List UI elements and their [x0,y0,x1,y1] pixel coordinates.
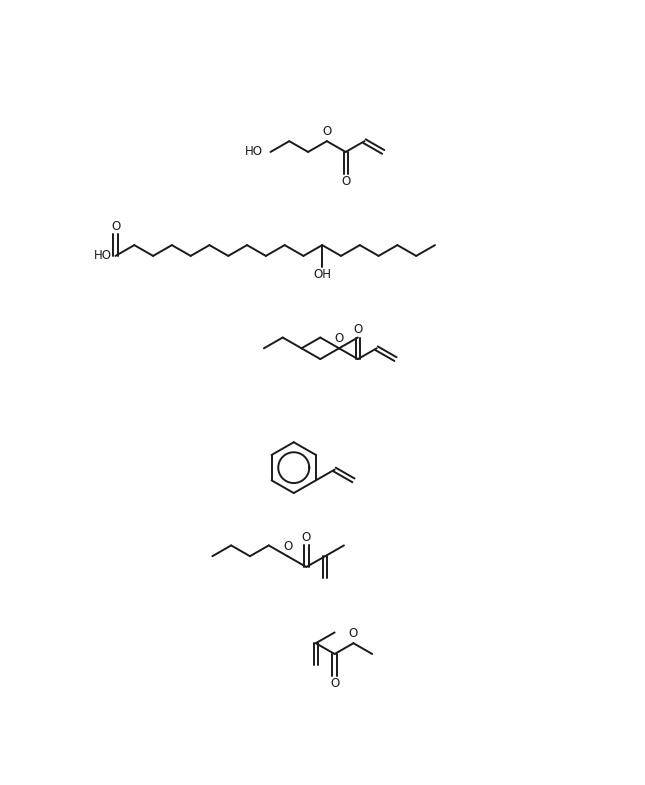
Text: O: O [353,323,362,336]
Text: O: O [335,332,344,345]
Text: O: O [111,220,120,233]
Text: HO: HO [94,250,112,262]
Text: O: O [349,627,358,640]
Text: OH: OH [313,268,332,281]
Text: O: O [341,175,350,188]
Text: O: O [283,540,292,553]
Text: HO: HO [244,145,263,159]
Text: O: O [330,677,339,690]
Text: O: O [302,531,311,544]
Text: O: O [322,125,332,138]
